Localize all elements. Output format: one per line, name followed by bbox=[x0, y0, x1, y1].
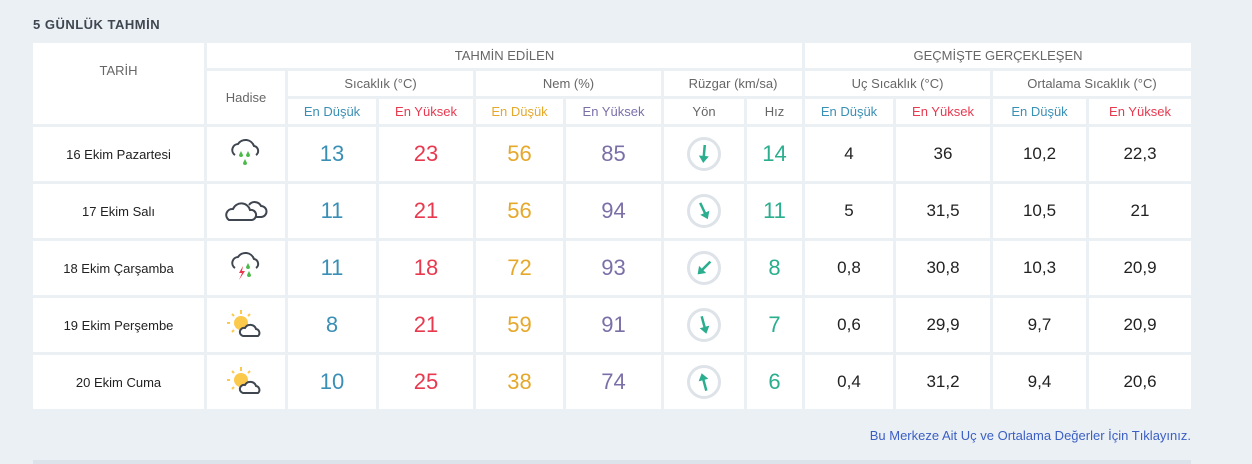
wind-speed: 6 bbox=[747, 355, 802, 409]
humidity-low: 72 bbox=[476, 241, 563, 295]
header-avg-temp: Ortalama Sıcaklık (°C) bbox=[993, 71, 1191, 96]
wind-direction-icon bbox=[687, 194, 721, 228]
header-wind-dir: Yön bbox=[664, 99, 744, 124]
extreme-low: 0,4 bbox=[805, 355, 893, 409]
temp-high: 21 bbox=[379, 184, 473, 238]
date-cell: 16 Ekim Pazartesi bbox=[33, 127, 204, 181]
humidity-high: 74 bbox=[566, 355, 661, 409]
humidity-low: 38 bbox=[476, 355, 563, 409]
wind-direction-cell bbox=[664, 184, 744, 238]
extreme-high: 29,9 bbox=[896, 298, 990, 352]
avg-high: 20,9 bbox=[1089, 298, 1191, 352]
humidity-low: 59 bbox=[476, 298, 563, 352]
wind-direction-cell bbox=[664, 127, 744, 181]
extreme-low: 5 bbox=[805, 184, 893, 238]
extreme-high: 36 bbox=[896, 127, 990, 181]
temp-high: 21 bbox=[379, 298, 473, 352]
header-temp-low: En Düşük bbox=[288, 99, 376, 124]
header-past: GEÇMİŞTE GERÇEKLEŞEN bbox=[805, 43, 1191, 68]
wind-direction-icon bbox=[687, 308, 721, 342]
header-temp: Sıcaklık (°C) bbox=[288, 71, 473, 96]
header-avg-high: En Yüksek bbox=[1089, 99, 1191, 124]
date-cell: 20 Ekim Cuma bbox=[33, 355, 204, 409]
avg-high: 21 bbox=[1089, 184, 1191, 238]
partly-cloudy-icon bbox=[226, 366, 266, 400]
temp-high: 18 bbox=[379, 241, 473, 295]
avg-high: 20,6 bbox=[1089, 355, 1191, 409]
wind-direction-cell bbox=[664, 298, 744, 352]
header-humidity-high: En Yüksek bbox=[566, 99, 661, 124]
extreme-low: 4 bbox=[805, 127, 893, 181]
avg-low: 9,7 bbox=[993, 298, 1086, 352]
header-temp-high: En Yüksek bbox=[379, 99, 473, 124]
weather-cell bbox=[207, 241, 285, 295]
extreme-low: 0,6 bbox=[805, 298, 893, 352]
wind-speed: 14 bbox=[747, 127, 802, 181]
temp-low: 8 bbox=[288, 298, 376, 352]
thunderstorm-rain-icon bbox=[226, 251, 266, 287]
wind-direction-icon bbox=[687, 251, 721, 285]
header-extreme-high: En Yüksek bbox=[896, 99, 990, 124]
header-date: TARİH bbox=[33, 43, 204, 124]
rain-cloud-icon bbox=[226, 138, 266, 172]
station-values-link[interactable]: Bu Merkeze Ait Uç ve Ortalama Değerler İ… bbox=[869, 428, 1191, 443]
avg-high: 20,9 bbox=[1089, 241, 1191, 295]
avg-high: 22,3 bbox=[1089, 127, 1191, 181]
humidity-high: 93 bbox=[566, 241, 661, 295]
wind-speed: 8 bbox=[747, 241, 802, 295]
extreme-high: 31,5 bbox=[896, 184, 990, 238]
date-cell: 17 Ekim Salı bbox=[33, 184, 204, 238]
temp-low: 13 bbox=[288, 127, 376, 181]
weather-cell bbox=[207, 298, 285, 352]
table-row: 20 Ekim Cuma 10 25 38 74 6 0,4 31,2 9,4 20,6 bbox=[33, 355, 1191, 409]
date-cell: 18 Ekim Çarşamba bbox=[33, 241, 204, 295]
table-row: 16 Ekim Pazartesi 13 23 56 85 14 4 36 10,2 22,3 bbox=[33, 127, 1191, 181]
header-extreme-temp: Uç Sıcaklık (°C) bbox=[805, 71, 990, 96]
temp-high: 23 bbox=[379, 127, 473, 181]
header-humidity: Nem (%) bbox=[476, 71, 661, 96]
wind-direction-cell bbox=[664, 355, 744, 409]
humidity-low: 56 bbox=[476, 184, 563, 238]
humidity-low: 56 bbox=[476, 127, 563, 181]
header-avg-low: En Düşük bbox=[993, 99, 1086, 124]
extreme-high: 31,2 bbox=[896, 355, 990, 409]
cloudy-icon bbox=[223, 200, 269, 227]
header-wind-speed: Hız bbox=[747, 99, 802, 124]
header-forecast: TAHMİN EDİLEN bbox=[207, 43, 802, 68]
date-cell: 19 Ekim Perşembe bbox=[33, 298, 204, 352]
header-humidity-low: En Düşük bbox=[476, 99, 563, 124]
table-row: 17 Ekim Salı 11 21 56 94 11 5 31,5 10,5 21 bbox=[33, 184, 1191, 238]
temp-high: 25 bbox=[379, 355, 473, 409]
avg-low: 10,2 bbox=[993, 127, 1086, 181]
header-wind: Rüzgar (km/sa) bbox=[664, 71, 802, 96]
weather-cell bbox=[207, 355, 285, 409]
avg-low: 9,4 bbox=[993, 355, 1086, 409]
divider bbox=[33, 460, 1191, 464]
wind-direction-icon bbox=[687, 137, 721, 171]
forecast-table: TARİH TAHMİN EDİLEN GEÇMİŞTE GERÇEKLEŞEN… bbox=[30, 40, 1194, 412]
wind-direction-cell bbox=[664, 241, 744, 295]
humidity-high: 91 bbox=[566, 298, 661, 352]
header-event: Hadise bbox=[207, 71, 285, 124]
table-row: 19 Ekim Perşembe 8 21 59 91 7 0,6 29,9 9,7 20,9 bbox=[33, 298, 1191, 352]
weather-cell bbox=[207, 184, 285, 238]
avg-low: 10,3 bbox=[993, 241, 1086, 295]
humidity-high: 85 bbox=[566, 127, 661, 181]
temp-low: 10 bbox=[288, 355, 376, 409]
wind-direction-icon bbox=[687, 365, 721, 399]
header-extreme-low: En Düşük bbox=[805, 99, 893, 124]
temp-low: 11 bbox=[288, 184, 376, 238]
avg-low: 10,5 bbox=[993, 184, 1086, 238]
weather-cell bbox=[207, 127, 285, 181]
table-row: 18 Ekim Çarşamba 11 18 72 93 8 0,8 30,8 10,3 20,9 bbox=[33, 241, 1191, 295]
humidity-high: 94 bbox=[566, 184, 661, 238]
page-title: 5 GÜNLÜK TAHMİN bbox=[33, 17, 161, 32]
partly-cloudy-icon bbox=[226, 309, 266, 343]
wind-speed: 7 bbox=[747, 298, 802, 352]
extreme-low: 0,8 bbox=[805, 241, 893, 295]
extreme-high: 30,8 bbox=[896, 241, 990, 295]
wind-speed: 11 bbox=[747, 184, 802, 238]
temp-low: 11 bbox=[288, 241, 376, 295]
